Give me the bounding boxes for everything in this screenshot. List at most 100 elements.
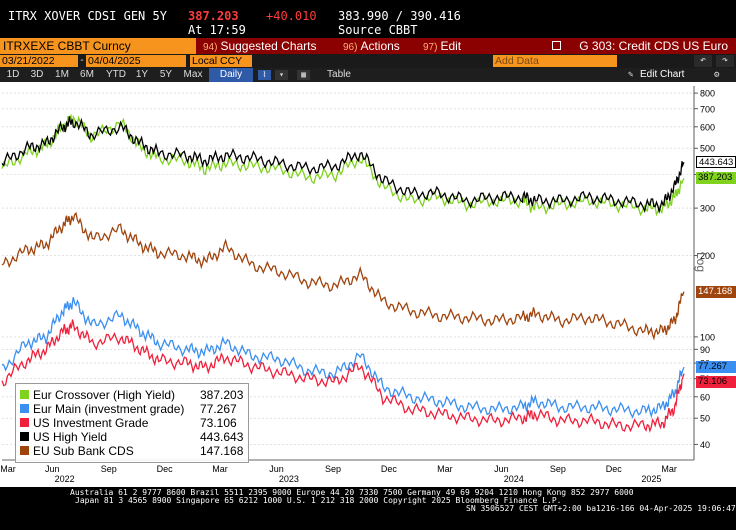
legend-label: US Investment Grade (33, 416, 149, 430)
y-tick-label: 500 (700, 144, 715, 154)
chart-type-icon[interactable]: ▾ (275, 70, 288, 80)
x-tick-label: Jun (45, 464, 60, 474)
security-field[interactable]: ITRXEXE CBBT Curncy (0, 38, 196, 54)
period-6m[interactable]: 6M (80, 69, 94, 80)
x-tick-label: Dec (157, 464, 174, 474)
footer-line-3: SN 3506527 CEST GMT+2:00 ba1216-166 04-A… (466, 504, 736, 513)
ticker-bid-ask: 383.990 / 390.416 (338, 9, 461, 23)
y-tick-label: 100 (700, 332, 715, 342)
date-separator: - (79, 55, 86, 66)
x-year-label: 2024 (504, 474, 524, 484)
legend-value: 73.106 (200, 416, 237, 430)
legend-value: 77.267 (200, 402, 237, 416)
legend-label: Eur Crossover (High Yield) (33, 388, 176, 402)
legend-item-us-hy[interactable]: US High Yield 443.643 (20, 430, 243, 444)
legend-swatch (20, 446, 29, 456)
period-1d[interactable]: 1D (6, 69, 20, 80)
chart-legend[interactable]: Eur Crossover (High Yield) 387.203 Eur Ma… (15, 383, 249, 463)
legend-item-crossover[interactable]: Eur Crossover (High Yield) 387.203 (20, 388, 243, 402)
grid-layer (2, 92, 694, 445)
start-date-field[interactable]: 03/21/2022 (0, 55, 78, 67)
y-tick-label: 700 (700, 104, 715, 114)
last-value-tag: 387.203 (696, 172, 736, 185)
currency-select[interactable]: Local CCY (190, 55, 252, 67)
legend-item-main[interactable]: Eur Main (investment grade) 77.267 (20, 402, 237, 416)
series-crossover (1, 113, 685, 217)
redo-icon[interactable]: ↷ (716, 55, 734, 67)
actions-label: Actions (360, 39, 400, 53)
ticker-time: At 17:59 (188, 23, 246, 37)
last-value-tag: 443.643 (696, 156, 736, 169)
suggested-label: Suggested Charts (220, 39, 317, 53)
y-tick-label: 40 (700, 440, 710, 450)
table-icon[interactable]: ▦ (297, 70, 310, 80)
legend-label: EU Sub Bank CDS (33, 444, 134, 458)
ticker-change: +40.010 (266, 9, 317, 23)
function-toolbar: ITRXEXE CBBT Curncy 94) Suggested Charts … (0, 38, 736, 54)
suggested-num: 94) (203, 42, 218, 53)
footer-line-1: Australia 61 2 9777 8600 Brazil 5511 239… (70, 488, 634, 497)
actions-num: 96) (343, 42, 358, 53)
period-1m[interactable]: 1M (55, 69, 69, 80)
legend-item-us-ig[interactable]: US Investment Grade 73.106 (20, 416, 237, 430)
x-year-label: 2023 (279, 474, 299, 484)
ticker-name: ITRX XOVER CDSI GEN 5Y (8, 9, 167, 23)
actions-menu[interactable]: 96) Actions (343, 38, 400, 54)
end-date-field[interactable]: 04/04/2025 (86, 55, 186, 67)
period-toolbar: 1D 3D 1M 6M YTD 1Y 5Y Max Daily ⌇ ▾ ▦ Ta… (0, 68, 736, 82)
legend-value: 147.168 (200, 444, 244, 458)
period-max[interactable]: Max (183, 69, 203, 80)
suggested-charts-menu[interactable]: 94) Suggested Charts (203, 38, 317, 54)
x-tick-label: Mar (437, 464, 453, 474)
x-tick-label: Sep (325, 464, 341, 474)
legend-swatch (20, 418, 29, 428)
last-value-tag: 147.168 (696, 285, 736, 298)
y-tick-label: 800 (700, 89, 715, 99)
x-year-label: 2022 (55, 474, 75, 484)
x-tick-label: Mar (212, 464, 228, 474)
footer-line-2: Japan 81 3 4565 8900 Singapore 65 6212 1… (75, 496, 562, 505)
x-tick-label: Sep (550, 464, 566, 474)
ticker-price: 387.203 (188, 9, 239, 23)
legend-label: Eur Main (investment grade) (33, 402, 185, 416)
x-tick-label: Dec (381, 464, 398, 474)
period-1y[interactable]: 1Y (135, 69, 149, 80)
y-tick-label: 50 (700, 414, 710, 424)
ticker-bar: ITRX XOVER CDSI GEN 5Y 387.203 +40.010 3… (0, 0, 736, 38)
x-tick-label: Dec (606, 464, 623, 474)
legend-label: US High Yield (33, 430, 108, 444)
x-tick-label: Mar (661, 464, 677, 474)
edit-num: 97) (423, 42, 438, 53)
edit-chart-button[interactable]: Edit Chart (640, 69, 685, 80)
table-button[interactable]: Table (327, 69, 351, 80)
settings-icon[interactable]: ⚙ (714, 70, 720, 80)
series-us-hy (1, 116, 685, 214)
frequency-select[interactable]: Daily (209, 68, 253, 82)
x-tick-label: Jun (269, 464, 284, 474)
footer: Australia 61 2 9777 8600 Brazil 5511 239… (0, 487, 736, 530)
series-eu-sub (1, 211, 685, 341)
chart-svg: 405060708090100200300400500600700800MarJ… (0, 86, 715, 484)
period-5y[interactable]: 5Y (159, 69, 173, 80)
legend-item-eu-sub[interactable]: EU Sub Bank CDS 147.168 (20, 444, 243, 458)
log-scale-label: Log (694, 252, 708, 273)
last-value-tag: 73.106 (696, 375, 736, 388)
legend-swatch (20, 432, 29, 442)
period-3d[interactable]: 3D (30, 69, 44, 80)
launch-icon[interactable] (552, 41, 561, 50)
add-data-input[interactable]: Add Data (493, 55, 617, 67)
undo-icon[interactable]: ↶ (694, 55, 712, 67)
chart-function-title: G 303: Credit CDS US Euro (579, 39, 728, 53)
period-ytd[interactable]: YTD (106, 69, 126, 80)
y-tick-label: 300 (700, 204, 715, 214)
ticker-source: Source CBBT (338, 23, 418, 37)
legend-swatch (20, 404, 29, 414)
y-tick-label: 90 (700, 345, 710, 355)
last-value-tag: 77.267 (696, 361, 736, 374)
edit-menu[interactable]: 97) Edit (423, 38, 461, 54)
line-chart-icon[interactable]: ⌇ (258, 70, 271, 80)
edit-label: Edit (440, 39, 462, 53)
y-tick-label: 60 (700, 392, 710, 402)
series-main (1, 297, 685, 419)
x-tick-label: Mar (0, 464, 16, 474)
